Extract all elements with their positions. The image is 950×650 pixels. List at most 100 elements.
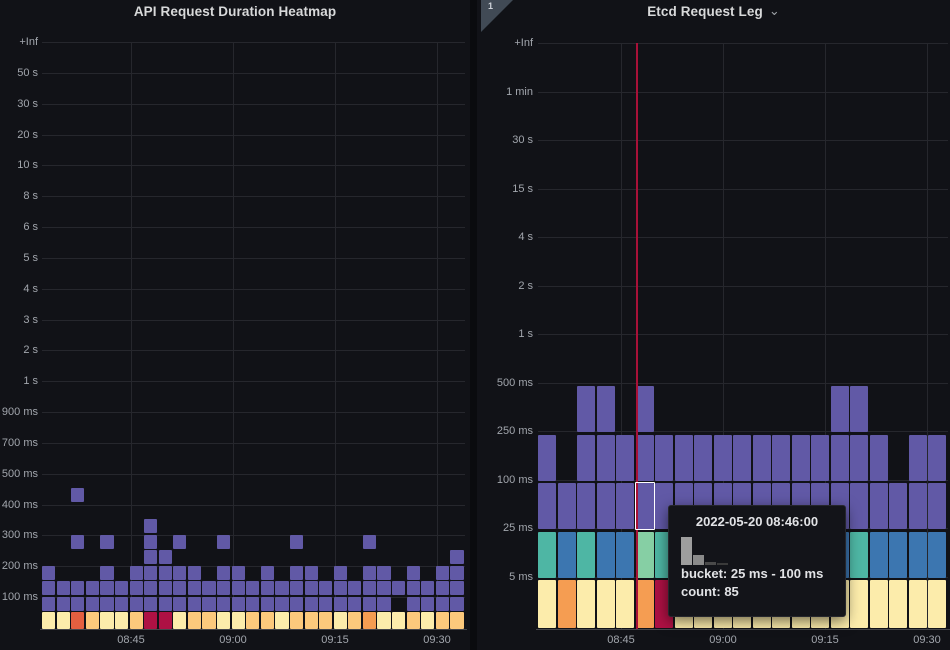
heatmap-cell[interactable] (791, 434, 810, 481)
heatmap-cell[interactable] (231, 565, 245, 580)
heatmap-cell[interactable] (377, 581, 391, 595)
heatmap-cell[interactable] (85, 596, 99, 611)
heatmap-cell[interactable] (289, 581, 304, 595)
heatmap-cell[interactable] (635, 483, 654, 529)
heatmap-cell[interactable] (928, 580, 947, 628)
heatmap-cell[interactable] (158, 581, 172, 595)
heatmap-cell[interactable] (114, 581, 129, 595)
heatmap-cell[interactable] (100, 596, 114, 611)
heatmap-cell[interactable] (850, 386, 869, 432)
heatmap-cell[interactable] (100, 565, 114, 580)
annotation-line[interactable] (636, 43, 638, 629)
heatmap-cell[interactable] (596, 386, 615, 432)
heatmap-cell[interactable] (450, 581, 464, 595)
heatmap-cell[interactable] (362, 612, 377, 629)
heatmap-cell[interactable] (362, 581, 377, 595)
heatmap-cell[interactable] (421, 581, 435, 595)
heatmap-cell[interactable] (850, 531, 869, 578)
heatmap-cell[interactable] (538, 580, 556, 628)
panel-title[interactable]: Etcd Request Leg ⌄ (477, 3, 950, 20)
heatmap-cell[interactable] (173, 612, 187, 629)
heatmap-cell[interactable] (100, 534, 114, 549)
heatmap-cell[interactable] (577, 386, 596, 432)
heatmap-cell[interactable] (289, 565, 304, 580)
heatmap-cell[interactable] (304, 596, 318, 611)
heatmap-cell[interactable] (596, 531, 615, 578)
heatmap-cell[interactable] (348, 612, 362, 629)
heatmap-cell[interactable] (231, 596, 245, 611)
heatmap-cell[interactable] (71, 612, 85, 629)
heatmap-cell[interactable] (577, 580, 596, 628)
heatmap-cell[interactable] (635, 531, 654, 578)
heatmap-cell[interactable] (908, 580, 927, 628)
heatmap-cell[interactable] (246, 612, 260, 629)
heatmap-cell[interactable] (187, 565, 202, 580)
heatmap-cell[interactable] (377, 565, 391, 580)
heatmap-cell[interactable] (674, 434, 693, 481)
heatmap-cell[interactable] (392, 612, 406, 629)
heatmap-cell[interactable] (577, 434, 596, 481)
heatmap-cell[interactable] (869, 434, 888, 481)
heatmap-cell[interactable] (713, 434, 732, 481)
heatmap-cell[interactable] (908, 483, 927, 529)
heatmap-cell[interactable] (348, 596, 362, 611)
heatmap-cell[interactable] (217, 534, 231, 549)
heatmap-cell[interactable] (928, 434, 947, 481)
heatmap-cell[interactable] (538, 483, 556, 529)
heatmap-cell[interactable] (202, 581, 216, 595)
heatmap-cell[interactable] (246, 596, 260, 611)
heatmap-cell[interactable] (406, 612, 420, 629)
heatmap-cell[interactable] (889, 580, 908, 628)
heatmap-cell[interactable] (144, 596, 158, 611)
heatmap-cell[interactable] (56, 596, 70, 611)
heatmap-cell[interactable] (850, 580, 869, 628)
heatmap-cell[interactable] (319, 596, 333, 611)
heatmap-cell[interactable] (889, 483, 908, 529)
heatmap-cell[interactable] (260, 565, 274, 580)
heatmap-cell[interactable] (850, 483, 869, 529)
heatmap-cell[interactable] (114, 596, 129, 611)
heatmap-cell[interactable] (557, 531, 576, 578)
heatmap-cell[interactable] (772, 434, 791, 481)
heatmap-cell[interactable] (275, 596, 289, 611)
heatmap-cell[interactable] (577, 531, 596, 578)
heatmap-cell[interactable] (289, 596, 304, 611)
heatmap-cell[interactable] (129, 612, 143, 629)
heatmap-cell[interactable] (304, 565, 318, 580)
heatmap-cell[interactable] (158, 550, 172, 564)
heatmap-cell[interactable] (289, 612, 304, 629)
heatmap-cell[interactable] (850, 434, 869, 481)
heatmap-cell[interactable] (450, 565, 464, 580)
heatmap-cell[interactable] (635, 386, 654, 432)
heatmap-cell[interactable] (362, 596, 377, 611)
heatmap-cell[interactable] (811, 434, 830, 481)
heatmap-cell[interactable] (928, 483, 947, 529)
heatmap-cell[interactable] (217, 612, 231, 629)
heatmap-cell[interactable] (100, 612, 114, 629)
heatmap-cell[interactable] (406, 565, 420, 580)
hovered-cell-outline[interactable] (634, 482, 655, 530)
heatmap-cell[interactable] (260, 612, 274, 629)
heatmap-cell[interactable] (275, 581, 289, 595)
heatmap-cell[interactable] (275, 612, 289, 629)
heatmap-cell[interactable] (333, 581, 347, 595)
heatmap-cell[interactable] (144, 519, 158, 533)
heatmap-cell[interactable] (319, 581, 333, 595)
heatmap-cell[interactable] (231, 612, 245, 629)
heatmap-cell[interactable] (421, 612, 435, 629)
heatmap-cell[interactable] (616, 483, 635, 529)
heatmap-cell[interactable] (392, 581, 406, 595)
heatmap-cell[interactable] (435, 596, 449, 611)
heatmap-cell[interactable] (377, 612, 391, 629)
heatmap-cell[interactable] (173, 596, 187, 611)
heatmap-cell[interactable] (733, 434, 752, 481)
heatmap-cell[interactable] (557, 580, 576, 628)
heatmap-cell[interactable] (655, 434, 674, 481)
heatmap-cell[interactable] (129, 596, 143, 611)
heatmap-cell[interactable] (694, 434, 713, 481)
heatmap-cell[interactable] (100, 581, 114, 595)
heatmap-cell[interactable] (144, 612, 158, 629)
heatmap-cell[interactable] (830, 434, 849, 481)
heatmap-cell[interactable] (435, 565, 449, 580)
heatmap-cell[interactable] (158, 596, 172, 611)
